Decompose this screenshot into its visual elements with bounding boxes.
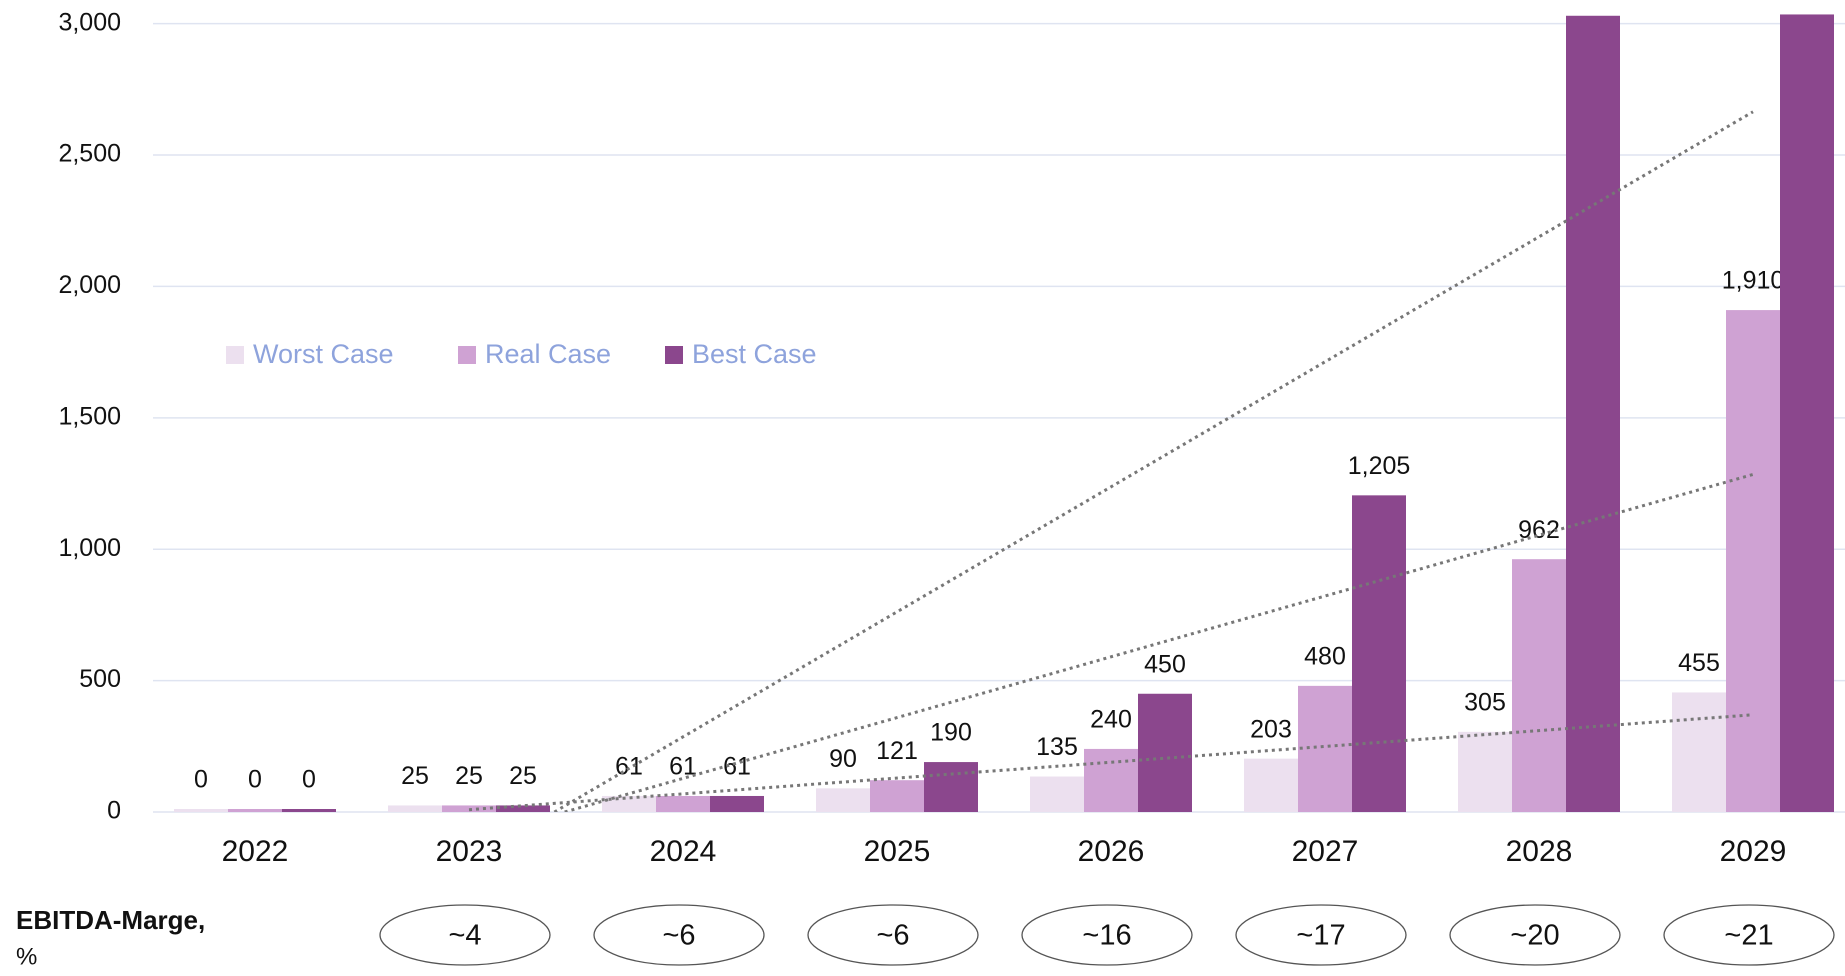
x-tick-label: 2028 bbox=[1506, 835, 1573, 868]
data-label: 135 bbox=[1036, 733, 1078, 761]
x-tick-label: 2029 bbox=[1720, 835, 1787, 868]
bar bbox=[496, 805, 550, 812]
margin-label: EBITDA-Marge, bbox=[16, 905, 205, 935]
data-label: 962 bbox=[1518, 516, 1560, 544]
x-tick-label: 2023 bbox=[436, 835, 503, 868]
x-tick-label: 2027 bbox=[1292, 835, 1359, 868]
y-tick-label: 2,500 bbox=[58, 140, 121, 168]
bar bbox=[1244, 758, 1298, 812]
x-tick-label: 2024 bbox=[650, 835, 717, 868]
margin-value: ~4 bbox=[448, 920, 481, 952]
margin-unit: % bbox=[16, 943, 37, 970]
margin-value: ~16 bbox=[1082, 920, 1131, 952]
data-label: 190 bbox=[930, 719, 972, 747]
data-label: 455 bbox=[1678, 649, 1720, 677]
y-tick-label: 3,000 bbox=[58, 8, 121, 36]
margin-value: ~6 bbox=[662, 920, 695, 952]
margin-badge bbox=[807, 904, 979, 966]
margin-badge bbox=[1449, 904, 1621, 966]
y-tick-label: 0 bbox=[107, 797, 121, 825]
data-label: 1,205 bbox=[1348, 452, 1411, 480]
bar bbox=[174, 809, 228, 812]
trend-line bbox=[468, 713, 1754, 812]
bar bbox=[602, 795, 656, 812]
data-label: 61 bbox=[669, 753, 697, 781]
bar bbox=[816, 788, 870, 812]
data-label: 480 bbox=[1304, 642, 1346, 670]
bar bbox=[1298, 685, 1352, 812]
bar bbox=[1672, 692, 1726, 812]
bar bbox=[1030, 776, 1084, 812]
bar bbox=[924, 762, 978, 812]
margin-value: ~6 bbox=[876, 920, 909, 952]
margin-value: ~17 bbox=[1296, 920, 1345, 952]
data-label: 305 bbox=[1464, 688, 1506, 716]
legend-swatch bbox=[458, 346, 476, 364]
bar bbox=[228, 809, 282, 812]
bar bbox=[388, 805, 442, 812]
x-tick-label: 2025 bbox=[864, 835, 931, 868]
y-tick-label: 1,000 bbox=[58, 534, 121, 562]
bar bbox=[282, 809, 336, 812]
data-label: 203 bbox=[1250, 715, 1292, 743]
data-label: 61 bbox=[615, 753, 643, 781]
data-label: 1,910 bbox=[1722, 267, 1785, 295]
bar bbox=[1566, 15, 1620, 813]
data-label: 0 bbox=[194, 766, 208, 794]
bar bbox=[870, 780, 924, 812]
y-tick-label: 500 bbox=[79, 665, 121, 693]
data-label: 240 bbox=[1090, 706, 1132, 734]
data-label: 450 bbox=[1144, 650, 1186, 678]
bar bbox=[1726, 310, 1780, 812]
legend-swatch bbox=[226, 346, 244, 364]
x-tick-label: 2022 bbox=[222, 835, 289, 868]
bar bbox=[710, 795, 764, 812]
margin-badge bbox=[593, 904, 765, 966]
trend-line bbox=[553, 110, 1754, 812]
legend-label: Real Case bbox=[485, 339, 611, 369]
trend-lines bbox=[468, 110, 1754, 812]
data-label: 25 bbox=[401, 762, 429, 790]
data-label: 121 bbox=[876, 737, 918, 765]
margin-badge bbox=[1021, 904, 1193, 966]
margin-value: ~21 bbox=[1724, 920, 1773, 952]
data-label: 25 bbox=[509, 762, 537, 790]
bar bbox=[1458, 731, 1512, 812]
trend-line bbox=[564, 473, 1754, 812]
margin-badge bbox=[1235, 904, 1407, 966]
data-label: 25 bbox=[455, 762, 483, 790]
bar bbox=[1352, 495, 1406, 812]
margin-badge bbox=[1663, 904, 1835, 966]
bar bbox=[1084, 748, 1138, 812]
bar bbox=[656, 795, 710, 812]
bar bbox=[1512, 559, 1566, 812]
legend-swatch bbox=[665, 346, 683, 364]
y-tick-label: 2,000 bbox=[58, 271, 121, 299]
data-label: 0 bbox=[248, 766, 262, 794]
data-label: 90 bbox=[829, 745, 857, 773]
bar bbox=[1138, 693, 1192, 812]
y-tick-label: 1,500 bbox=[58, 402, 121, 430]
legend-label: Worst Case bbox=[253, 339, 394, 369]
x-tick-label: 2026 bbox=[1078, 835, 1145, 868]
data-label: 0 bbox=[302, 766, 316, 794]
legend-label: Best Case bbox=[692, 339, 817, 369]
margin-value: ~20 bbox=[1510, 920, 1559, 952]
bar bbox=[1780, 14, 1834, 813]
margin-badge bbox=[379, 904, 551, 966]
